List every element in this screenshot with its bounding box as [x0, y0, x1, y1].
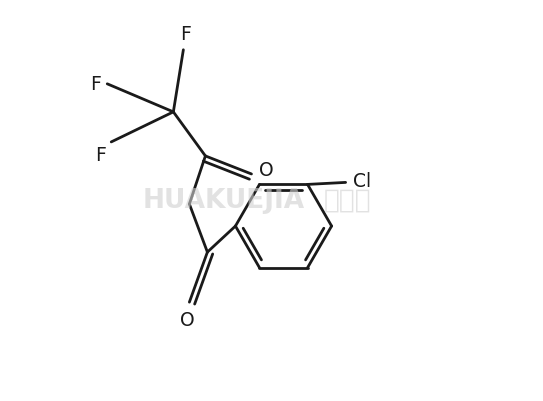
Text: Cl: Cl [353, 172, 371, 190]
Text: HUAKUEJIA: HUAKUEJIA [142, 188, 305, 213]
Text: O: O [180, 310, 195, 329]
Text: F: F [180, 24, 191, 43]
Text: O: O [258, 160, 273, 179]
Text: F: F [90, 75, 101, 94]
Text: F: F [96, 146, 106, 165]
Text: 化学加: 化学加 [324, 188, 371, 213]
